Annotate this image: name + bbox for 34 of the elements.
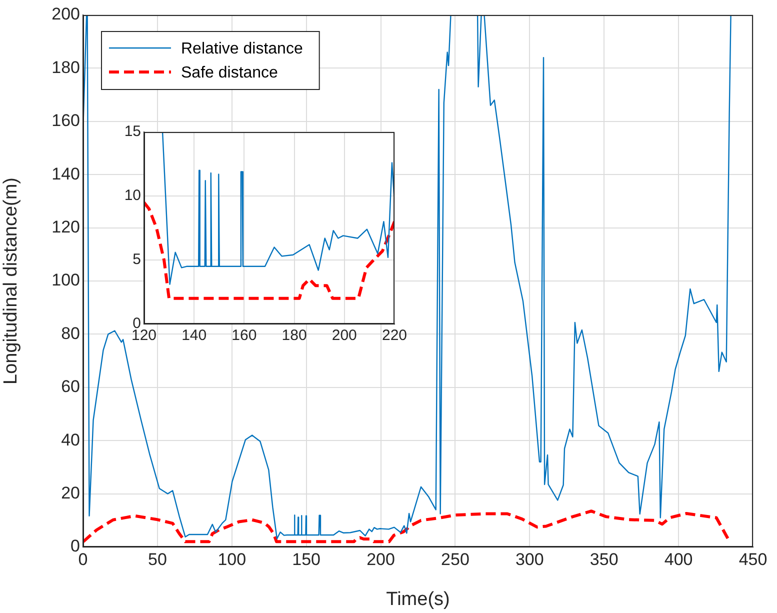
x-tick-label: 100 bbox=[218, 550, 246, 569]
y-tick-label: 10 bbox=[124, 187, 141, 204]
line-series bbox=[144, 200, 394, 300]
x-tick-label: 200 bbox=[366, 550, 395, 569]
x-tick-label: 350 bbox=[590, 550, 618, 569]
x-tick-label: 400 bbox=[664, 550, 693, 569]
legend-label: Safe distance bbox=[181, 64, 278, 82]
y-tick-label: 80 bbox=[61, 324, 80, 343]
x-tick-label: 140 bbox=[182, 327, 207, 344]
y-tick-label: 180 bbox=[52, 58, 80, 77]
y-tick-label: 140 bbox=[52, 164, 80, 184]
x-tick-label: 50 bbox=[148, 550, 167, 569]
y-tick-label: 120 bbox=[52, 217, 80, 236]
x-tick-label: 220 bbox=[382, 327, 407, 344]
y-tick-label: 5 bbox=[132, 251, 141, 268]
y-tick-label: 100 bbox=[52, 270, 80, 290]
x-tick-label: 200 bbox=[332, 327, 357, 344]
y-tick-label: 0 bbox=[70, 536, 80, 556]
x-tick-label: 160 bbox=[232, 327, 257, 344]
x-tick-label: 150 bbox=[292, 550, 321, 569]
y-tick-label: 60 bbox=[61, 377, 80, 396]
y-tick-label: 160 bbox=[52, 111, 80, 130]
y-tick-label: 40 bbox=[61, 430, 80, 450]
y-axis-title: Longitudinal distance(m) bbox=[0, 177, 22, 385]
x-tick-label: 180 bbox=[282, 327, 307, 344]
x-axis-title: Time(s) bbox=[386, 588, 450, 610]
x-tick-label: 300 bbox=[515, 550, 544, 569]
y-tick-label: 15 bbox=[124, 123, 141, 140]
y-tick-label: 200 bbox=[52, 4, 80, 24]
y-tick-label: 20 bbox=[61, 483, 80, 502]
legend-label: Relative distance bbox=[181, 40, 303, 58]
line-series bbox=[83, 510, 731, 544]
x-tick-label: 450 bbox=[738, 550, 768, 569]
x-tick-label: 250 bbox=[441, 550, 470, 569]
